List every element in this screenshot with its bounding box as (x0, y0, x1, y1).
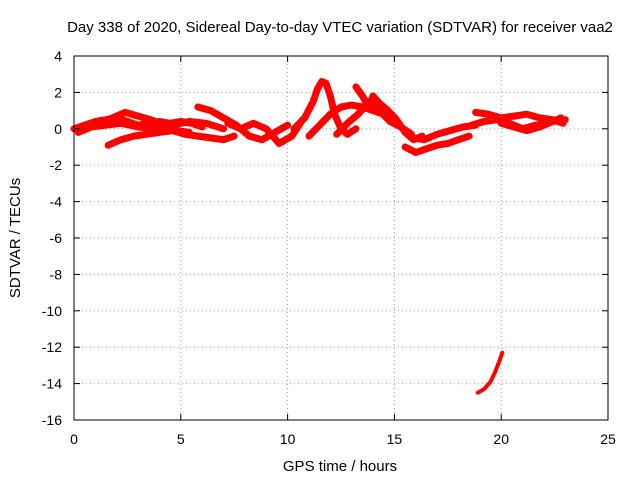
series-track-16 (475, 350, 505, 395)
chart-title: Day 338 of 2020, Sidereal Day-to-day VTE… (67, 19, 613, 36)
y-tick-label: -16 (42, 412, 62, 428)
x-tick-label: 0 (70, 431, 78, 447)
y-tick-labels: 4 2 0 -2 -4 -6 -8 -10 -12 -14 -16 (42, 48, 62, 428)
x-tick-label: 20 (493, 431, 509, 447)
y-tick-label: -12 (42, 339, 62, 355)
x-tick-label: 5 (177, 431, 185, 447)
data-series (70, 78, 569, 395)
plot-frame (73, 55, 609, 421)
x-tick-label: 25 (600, 431, 616, 447)
series-track-12 (408, 121, 480, 144)
x-tick-label: 10 (280, 431, 296, 447)
series-track-15 (497, 116, 569, 135)
x-tick-label: 15 (387, 431, 403, 447)
y-tick-label: -14 (42, 376, 62, 392)
series-track-4 (96, 108, 193, 136)
y-tick-label: -2 (50, 157, 63, 173)
y-tick-label: -10 (42, 303, 62, 319)
series-track-3 (104, 127, 238, 149)
x-tick-labels: 0 5 10 15 20 25 (70, 431, 616, 447)
y-tick-label: -8 (50, 266, 63, 282)
y-tick-label: 4 (54, 48, 62, 64)
y-axis-label: SDTVAR / TECUs (7, 178, 24, 298)
series-track-11 (401, 132, 473, 156)
y-tick-label: 2 (54, 84, 62, 100)
x-axis-label: GPS time / hours (283, 458, 397, 475)
y-tick-label: -6 (50, 230, 63, 246)
y-tick-label: 0 (54, 121, 62, 137)
series-track-6 (224, 116, 307, 147)
y-tick-label: -4 (50, 194, 63, 210)
